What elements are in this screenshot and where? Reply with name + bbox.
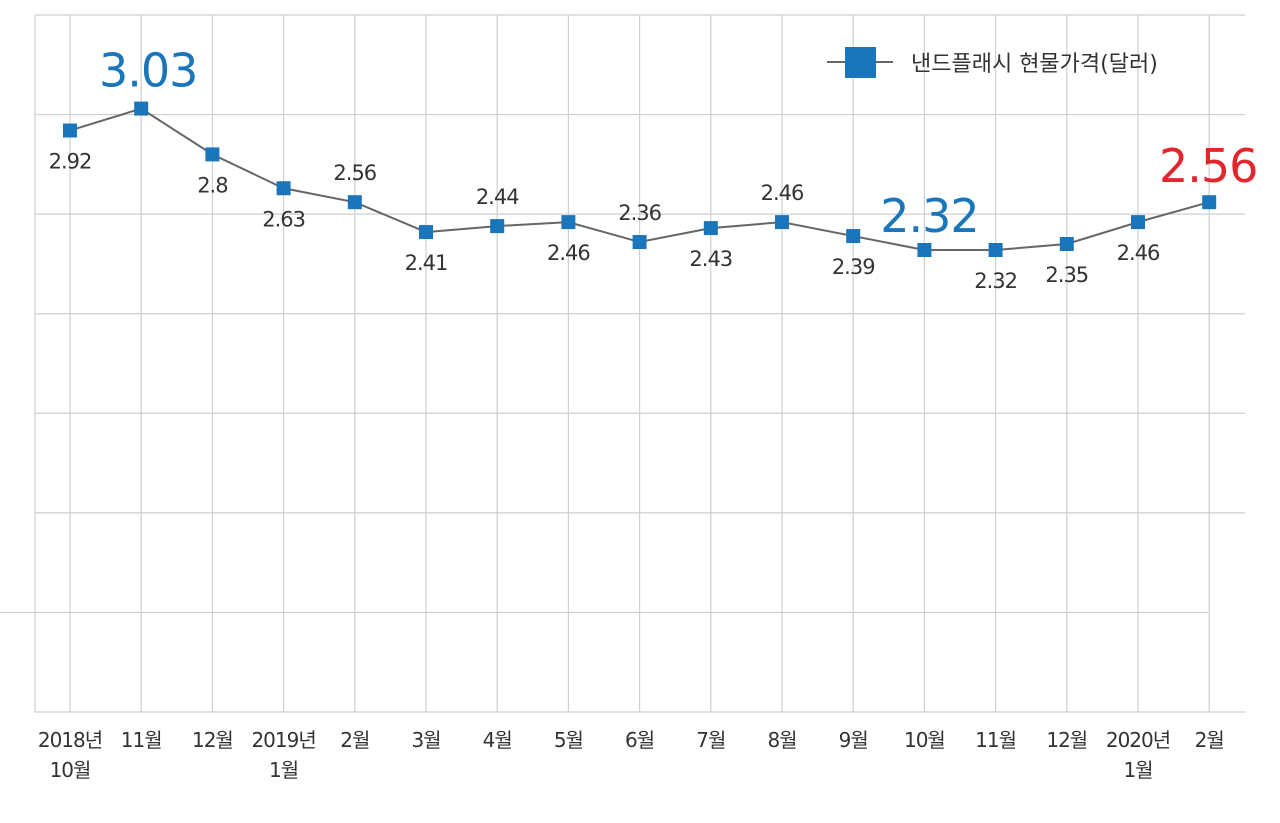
- legend-marker: [845, 47, 876, 78]
- data-point-marker: [1059, 237, 1074, 252]
- x-tick-label: 8월: [767, 728, 796, 752]
- x-tick-label: 1월: [269, 758, 298, 782]
- data-label: 2.46: [547, 241, 590, 265]
- x-tick-label: 4월: [483, 728, 512, 752]
- data-label: 2.44: [476, 185, 519, 209]
- x-tick-label: 7월: [696, 728, 725, 752]
- data-point-marker: [490, 219, 505, 234]
- x-tick-label: 6월: [625, 728, 654, 752]
- x-tick-label: 12월: [1046, 728, 1087, 752]
- data-point-marker: [134, 101, 149, 116]
- data-point-marker: [347, 195, 362, 210]
- data-label: 2.32: [974, 269, 1017, 293]
- highlight-data-label: 3.03: [99, 44, 197, 98]
- data-point-marker: [561, 215, 576, 230]
- data-point-marker: [917, 242, 932, 257]
- x-tick-label: 12월: [192, 728, 233, 752]
- data-point-marker: [632, 235, 647, 250]
- highlight-data-label: 2.32: [880, 189, 978, 243]
- x-tick-label: 1월: [1123, 758, 1152, 782]
- data-label: 2.39: [832, 255, 875, 279]
- data-label: 2.35: [1045, 263, 1088, 287]
- data-label: 2.63: [262, 207, 305, 231]
- x-tick-label: 2월: [1195, 728, 1224, 752]
- data-label: 2.92: [49, 150, 92, 174]
- x-tick-label: 2020년: [1106, 728, 1170, 752]
- data-label: 2.36: [618, 201, 661, 225]
- data-point-marker: [419, 225, 433, 240]
- data-point-marker: [1131, 215, 1145, 230]
- data-label: 2.46: [761, 181, 804, 205]
- x-tick-label: 5월: [554, 728, 583, 752]
- data-point-marker: [703, 221, 718, 236]
- data-point-marker: [276, 181, 291, 196]
- data-point-marker: [63, 123, 77, 138]
- x-tick-label: 2018년: [38, 728, 102, 752]
- x-tick-label: 10월: [50, 758, 91, 782]
- data-point-marker: [1202, 195, 1217, 210]
- highlight-data-label: 2.56: [1159, 139, 1257, 193]
- data-label: 2.56: [333, 161, 376, 185]
- data-label: 2.46: [1117, 241, 1160, 265]
- data-label: 2.41: [405, 251, 448, 275]
- x-tick-label: 3월: [411, 728, 440, 752]
- data-label: 2.8: [197, 173, 227, 197]
- legend-label: 낸드플래시 현물가격(달러): [911, 52, 1158, 77]
- x-tick-label: 2019년: [251, 728, 315, 752]
- data-point-marker: [846, 229, 861, 244]
- data-point-marker: [205, 147, 220, 162]
- x-tick-label: 10월: [904, 728, 945, 752]
- x-tick-label: 2월: [340, 728, 369, 752]
- data-label: 2.43: [689, 247, 732, 271]
- data-point-marker: [988, 242, 1003, 257]
- data-point-marker: [775, 215, 789, 230]
- x-tick-label: 9월: [839, 728, 868, 752]
- x-tick-label: 11월: [121, 728, 162, 752]
- x-tick-label: 11월: [975, 728, 1016, 752]
